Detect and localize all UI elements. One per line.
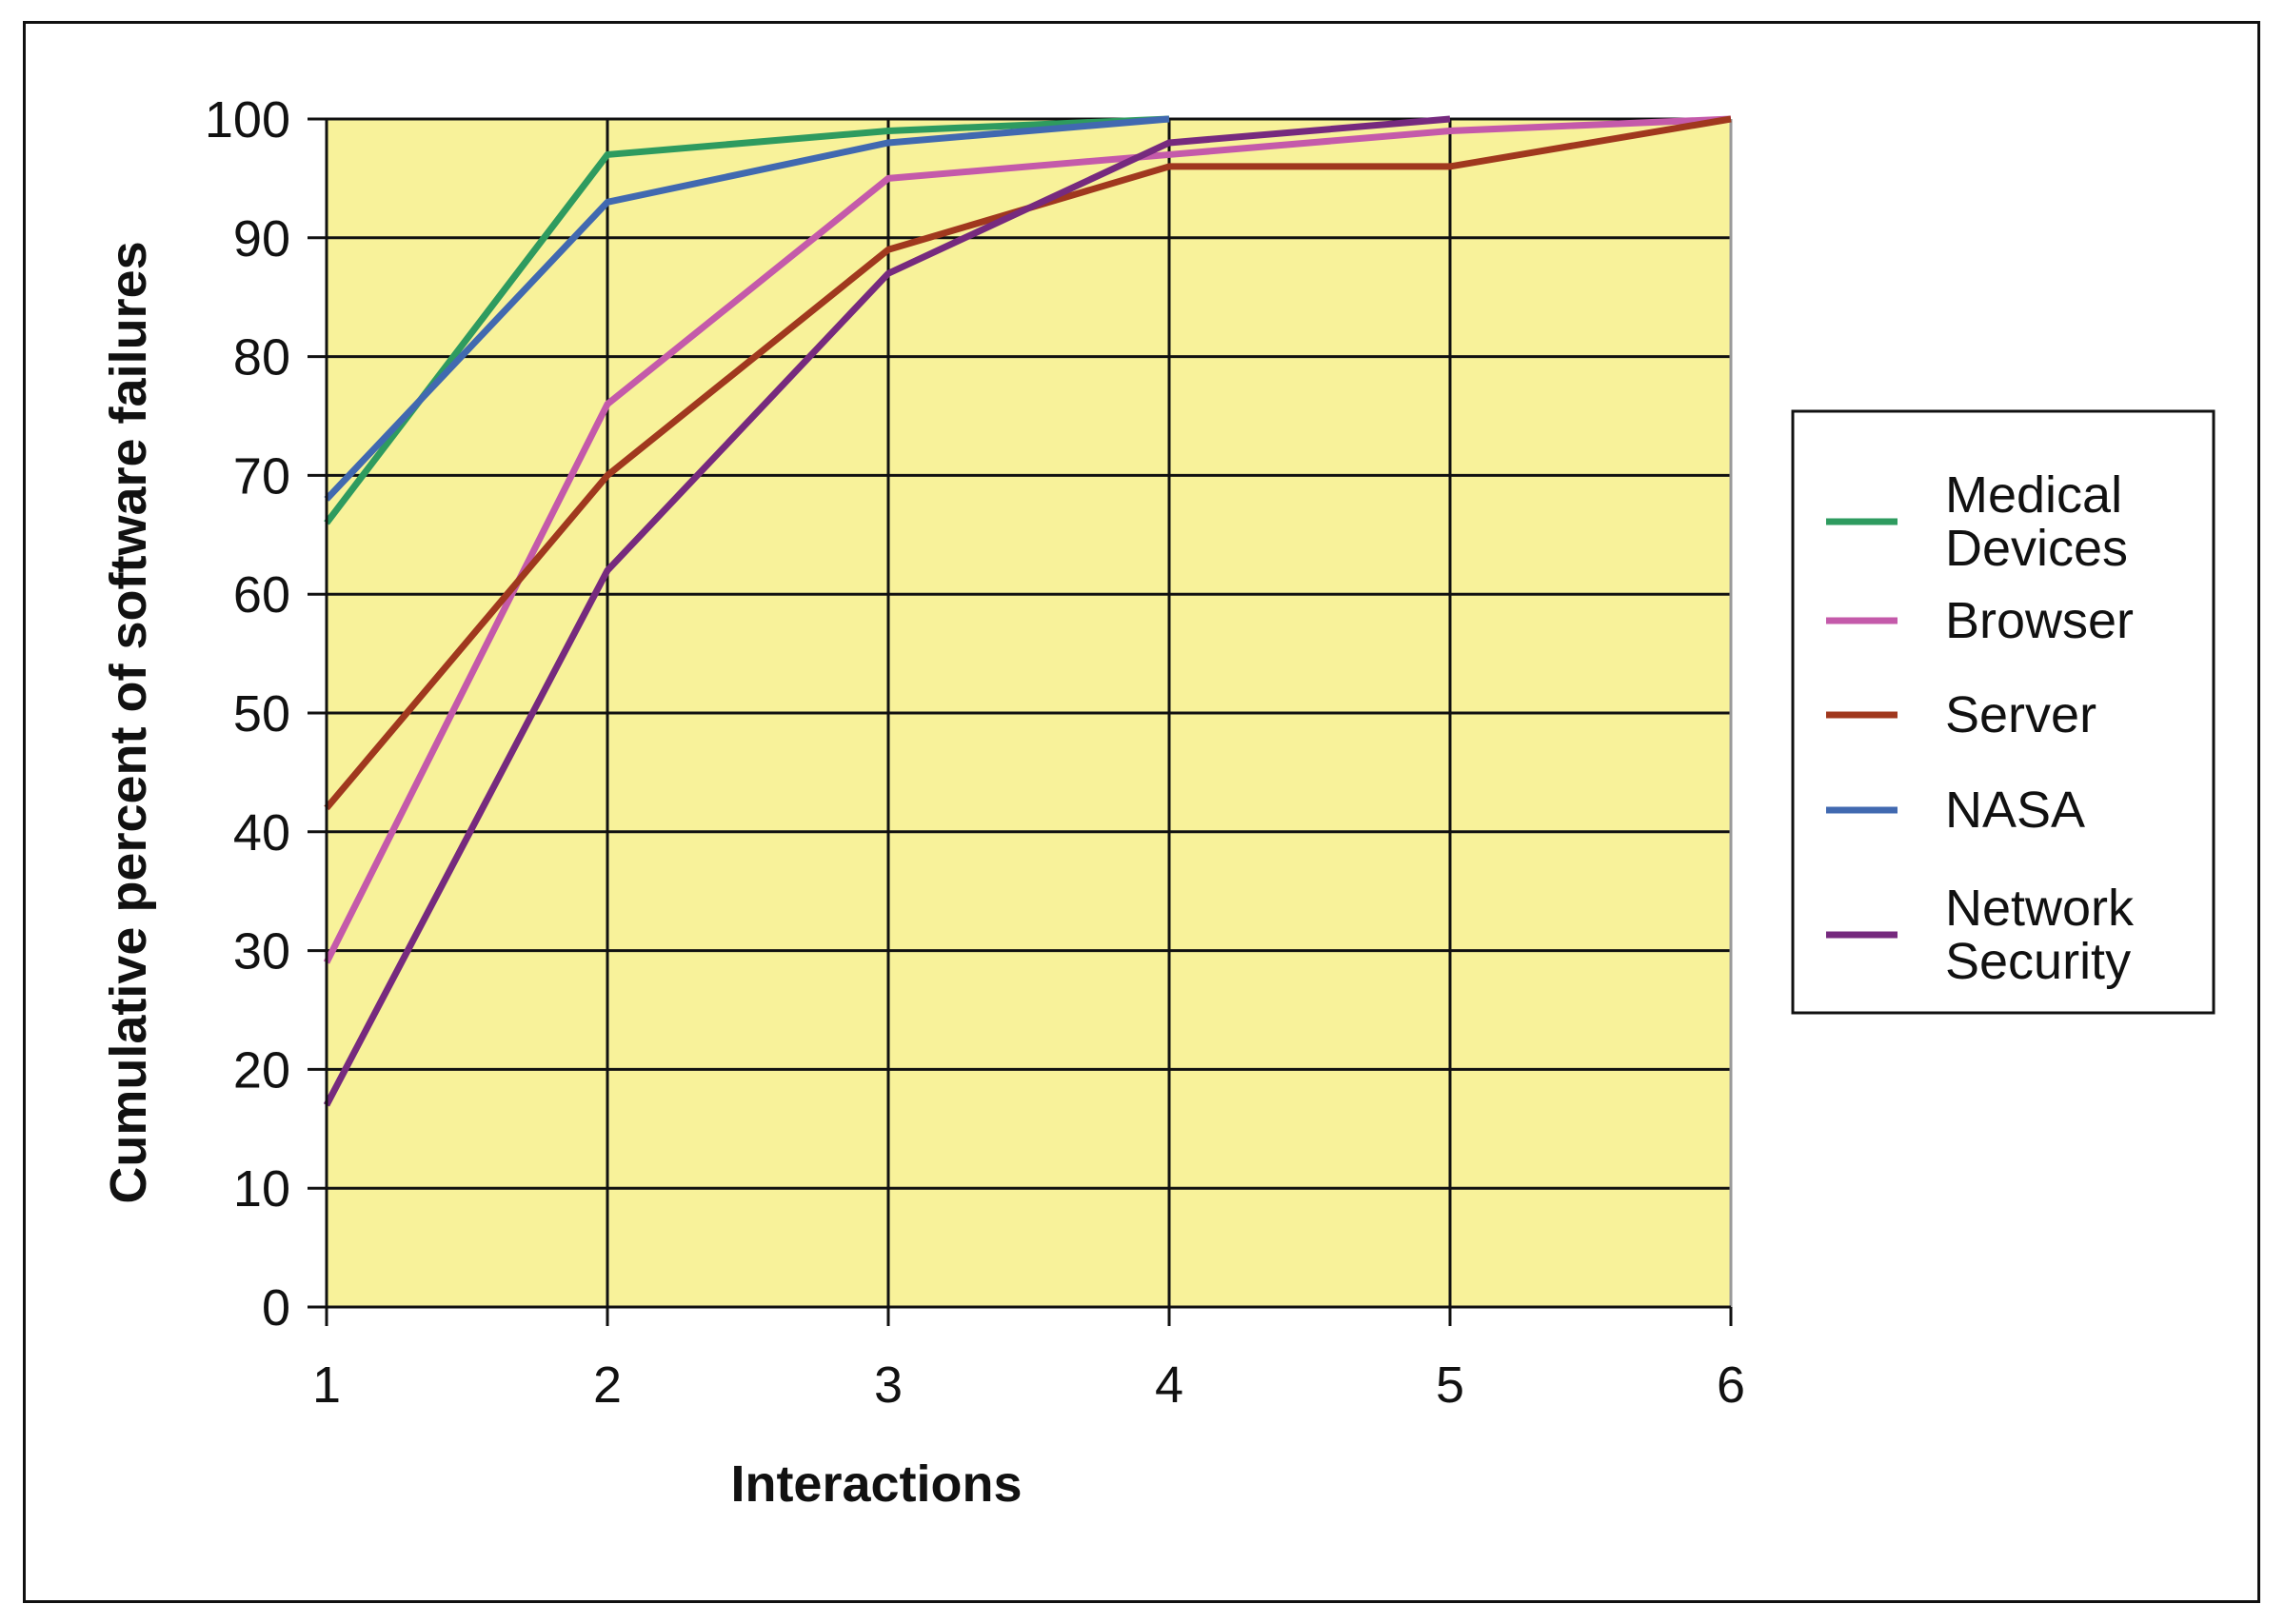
y-tick-label-100: 100 <box>205 91 290 149</box>
y-tick-label-30: 30 <box>233 923 290 980</box>
series-lines <box>323 115 1732 1107</box>
y-tick-label-60: 60 <box>233 566 290 624</box>
legend-label-1-0: Browser <box>1945 592 2134 649</box>
grid-lines <box>327 117 1733 1307</box>
y-tick-label-40: 40 <box>233 804 290 862</box>
series-line-3 <box>324 115 1170 502</box>
x-tick-label-1: 1 <box>312 1357 341 1414</box>
y-tick-label-70: 70 <box>233 447 290 505</box>
y-tick-label-90: 90 <box>233 210 290 267</box>
legend-label-2-0: Server <box>1945 686 2096 743</box>
legend-label-4-0: Network <box>1945 880 2135 937</box>
axes <box>308 117 1733 1326</box>
x-tick-label-5: 5 <box>1436 1357 1464 1414</box>
tick-labels: 0 10 20 30 40 50 60 70 80 90 100 1 2 3 4 5 6 <box>205 91 1745 1414</box>
x-tick-label-3: 3 <box>874 1357 903 1414</box>
legend-label-3-0: NASA <box>1945 782 2085 839</box>
legend-label-4-1: Security <box>1945 933 2131 990</box>
series-line-0 <box>324 115 1170 525</box>
legend-label-0-0: Medical <box>1945 466 2122 524</box>
y-tick-label-10: 10 <box>233 1160 290 1218</box>
x-axis-title: Interactions <box>730 1456 1022 1513</box>
x-tick-label-4: 4 <box>1155 1357 1183 1414</box>
y-tick-label-20: 20 <box>233 1041 290 1099</box>
x-tick-label-6: 6 <box>1717 1357 1745 1414</box>
y-tick-label-0: 0 <box>262 1279 290 1337</box>
series-line-4 <box>323 115 1451 1107</box>
y-tick-label-50: 50 <box>233 685 290 743</box>
y-tick-label-80: 80 <box>233 329 290 386</box>
legend-box <box>1791 409 2215 1015</box>
legend-label-0-1: Devices <box>1945 520 2128 577</box>
series-line-1 <box>323 115 1732 964</box>
y-axis-title: Cumulative percent of software failures <box>100 241 157 1203</box>
x-tick-label-2: 2 <box>593 1357 622 1414</box>
